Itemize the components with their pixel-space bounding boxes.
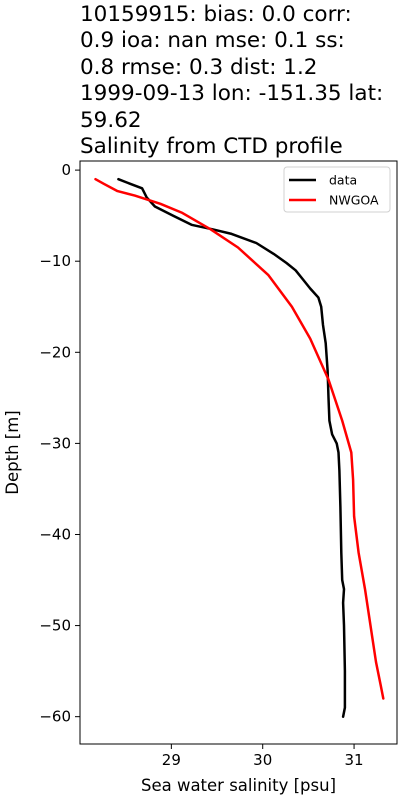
x-tick-label: 31	[345, 751, 364, 769]
legend-label: NWGOA	[329, 193, 379, 208]
y-tick-label: −60	[39, 708, 71, 726]
title-line: 10159915: bias: 0.0 corr:	[80, 2, 352, 27]
series-line-nwgoa	[94, 177, 385, 700]
y-tick-label: −30	[39, 434, 71, 452]
y-tick-label: 0	[61, 161, 71, 179]
legend-label: data	[329, 173, 357, 188]
title-line: 59.62	[80, 107, 142, 133]
title-line: 0.8 rmse: 0.3 dist: 1.2	[80, 54, 318, 80]
x-tick-label: 30	[253, 751, 272, 769]
title-line: 1999-09-13 lon: -151.35 lat:	[80, 81, 384, 107]
y-tick-label: −40	[39, 525, 71, 543]
chart-title: 10159915: bias: 0.0 corr: 0.9 ioa: nan m…	[80, 2, 398, 160]
title-line: Salinity from CTD profile	[80, 134, 343, 160]
axes-frame	[79, 160, 398, 745]
y-tick-label: −50	[39, 617, 71, 635]
y-tick-label: −20	[39, 343, 71, 361]
y-tick-label: −10	[39, 252, 71, 270]
title-line: 0.9 ioa: nan mse: 0.1 ss:	[80, 28, 345, 54]
axes: 29 30 31 0 −10 −20 −30 −40 −50 −60	[39, 160, 398, 769]
series-layer	[94, 177, 385, 718]
y-axis-label: Depth [m]	[3, 410, 22, 494]
legend: data NWGOA	[283, 166, 391, 213]
x-tick-label: 29	[162, 751, 181, 769]
x-axis-label: Sea water salinity [psu]	[141, 776, 336, 795]
series-line-data	[117, 177, 347, 718]
